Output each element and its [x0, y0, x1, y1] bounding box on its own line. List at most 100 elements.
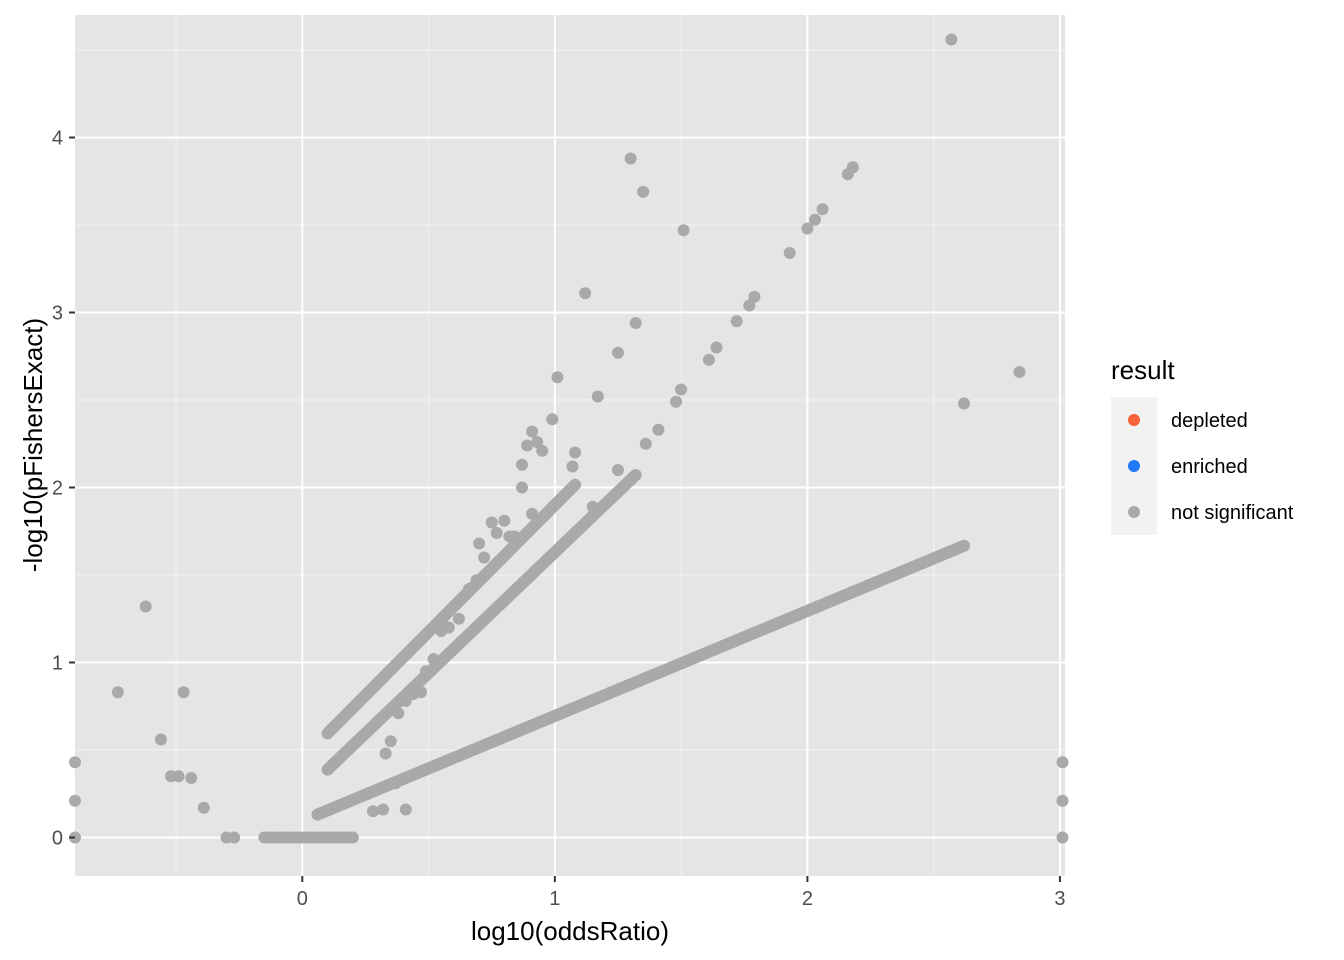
data-point	[551, 371, 564, 384]
data-point	[624, 152, 637, 165]
data-point	[675, 383, 688, 396]
data-point	[526, 425, 539, 438]
data-point	[111, 686, 124, 699]
data-point	[197, 801, 210, 814]
legend-key-not-significant	[1128, 506, 1140, 518]
data-point	[730, 315, 743, 328]
data-point	[748, 290, 761, 303]
data-point	[69, 756, 81, 769]
data-point	[69, 794, 81, 807]
data-point	[612, 464, 624, 476]
data-point	[185, 772, 198, 784]
data-point	[1013, 366, 1026, 378]
legend: result depleted enriched not significant	[1111, 355, 1294, 535]
x-tick-label: 1	[549, 888, 560, 910]
y-tick-label: 0	[52, 828, 63, 850]
data-point	[816, 203, 829, 216]
data-point	[569, 446, 582, 459]
data-point	[463, 583, 475, 595]
data-point	[473, 537, 486, 550]
data-point	[710, 341, 723, 354]
legend-label: depleted	[1171, 410, 1248, 432]
data-point	[1056, 831, 1069, 844]
data-point	[177, 686, 190, 699]
legend-label: enriched	[1171, 456, 1248, 478]
y-tick-label: 2	[52, 478, 63, 500]
minor-gridlines	[75, 15, 1065, 876]
y-tick-label: 4	[52, 128, 63, 150]
data-point	[427, 653, 440, 665]
data-point	[435, 625, 448, 637]
legend-key-enriched	[1128, 460, 1140, 472]
data-point	[546, 413, 559, 426]
data-point	[516, 458, 528, 471]
data-point	[154, 733, 167, 746]
data-point	[389, 777, 402, 790]
data-point	[958, 397, 970, 410]
data-point	[399, 803, 412, 816]
y-tick-label: 1	[52, 653, 63, 675]
major-gridlines	[75, 15, 1065, 876]
legend-title: result	[1111, 355, 1175, 385]
data-point	[516, 481, 528, 494]
data-point	[637, 185, 650, 198]
data-point	[399, 695, 412, 707]
legend-key-depleted	[1128, 414, 1140, 426]
data-point	[139, 600, 152, 613]
data-point	[367, 805, 379, 818]
y-tick-label: 3	[52, 303, 63, 325]
data-point	[629, 317, 642, 329]
data-point	[743, 299, 756, 312]
data-point	[841, 168, 854, 181]
data-point	[801, 222, 814, 235]
data-point	[452, 612, 465, 625]
data-point	[478, 551, 491, 564]
data-point	[407, 688, 420, 700]
data-point	[586, 500, 599, 513]
y-axis-title: -log10(pFishersExact)	[18, 318, 48, 572]
data-point	[336, 831, 349, 844]
data-point	[420, 665, 432, 678]
data-point	[809, 213, 821, 226]
data-point	[591, 390, 604, 403]
data-point	[377, 803, 390, 816]
legend-label: not significant	[1171, 502, 1294, 524]
x-tick-label: 3	[1054, 888, 1065, 910]
data-point	[470, 574, 483, 587]
data-point	[392, 707, 405, 720]
data-point	[958, 539, 970, 552]
data-point	[639, 437, 652, 450]
x-axis-ticks: 0 1 2 3	[297, 876, 1066, 910]
data-point	[652, 423, 665, 436]
x-axis-title: log10(oddsRatio)	[471, 916, 669, 946]
data-point	[945, 33, 958, 46]
data-point	[228, 831, 241, 844]
data-point	[629, 469, 642, 481]
data-point	[783, 247, 796, 259]
data-point	[612, 346, 624, 359]
data-point	[531, 436, 544, 448]
x-tick-label: 0	[297, 888, 308, 910]
data-point	[508, 530, 521, 543]
data-point	[521, 439, 534, 452]
data-point	[1056, 794, 1069, 807]
data-point	[677, 224, 690, 237]
plot-panel	[75, 15, 1065, 876]
y-axis-ticks: 0 1 2 3 4	[52, 128, 75, 850]
data-point	[1056, 756, 1069, 769]
data-point	[702, 353, 715, 366]
data-point	[498, 514, 511, 527]
data-point	[172, 770, 185, 783]
data-point	[566, 460, 579, 473]
x-tick-label: 2	[802, 888, 813, 910]
data-point	[490, 527, 503, 539]
data-point	[485, 516, 498, 529]
legend-items: depleted enriched not significant	[1128, 410, 1294, 524]
data-point	[384, 735, 397, 748]
data-points	[69, 33, 1069, 844]
data-point	[579, 287, 592, 300]
data-point	[536, 444, 549, 457]
data-point	[670, 395, 683, 408]
data-point	[379, 747, 392, 760]
